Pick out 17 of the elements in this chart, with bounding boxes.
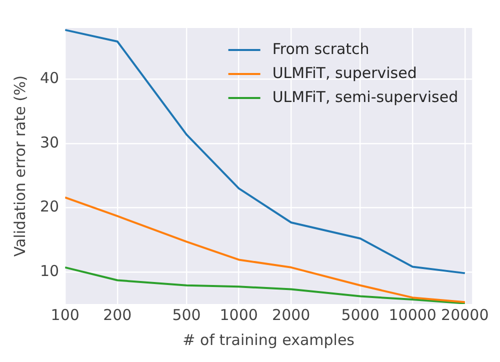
y-tick-label: 10 — [40, 262, 60, 280]
x-tick-label: 2000 — [272, 306, 310, 324]
y-tick-label: 30 — [40, 133, 60, 152]
x-tick-label: 20000 — [441, 306, 489, 324]
legend-label: From scratch — [272, 40, 370, 58]
x-tick-label: 1000 — [220, 306, 258, 324]
x-tick-label: 10000 — [388, 306, 436, 324]
y-axis-title: Validation error rate (%) — [10, 75, 29, 257]
legend-label: ULMFiT, supervised — [272, 64, 417, 82]
x-tick-label: 200 — [103, 306, 132, 324]
y-tick-label: 40 — [40, 69, 60, 88]
x-tick-label: 100 — [50, 306, 80, 324]
legend-label: ULMFiT, semi-supervised — [272, 88, 458, 106]
x-tick-label: 5000 — [341, 306, 380, 324]
x-axis-title: # of training examples — [182, 330, 355, 349]
x-tick-label: 500 — [172, 306, 201, 324]
y-tick-label: 20 — [40, 198, 60, 216]
